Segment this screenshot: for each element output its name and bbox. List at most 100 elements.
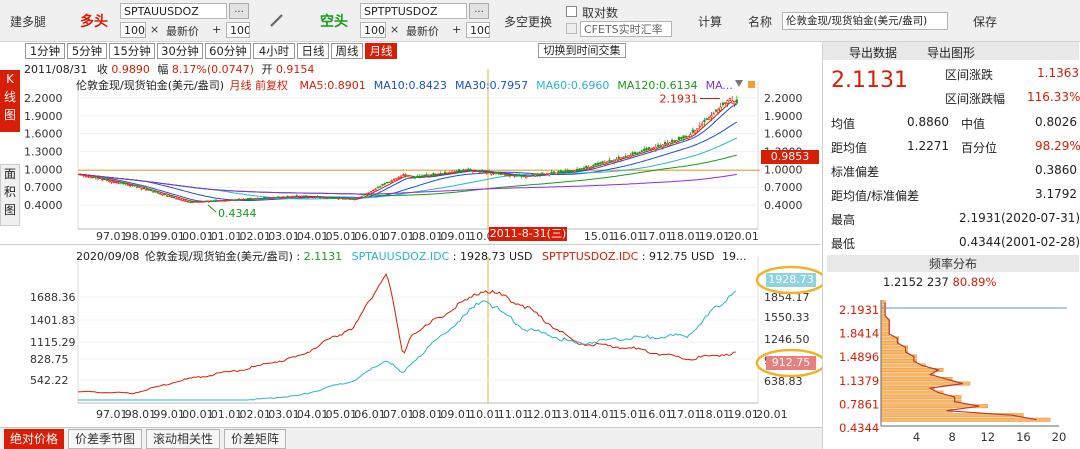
candle-body-5 [87, 175, 90, 178]
lower-ytick-left-3: 1115.29 [30, 336, 76, 349]
candle-body-36 [159, 193, 162, 195]
timeframe-5[interactable]: 60分钟 [205, 43, 251, 59]
bottom-tab-4[interactable]: 价差矩阵 [224, 429, 286, 449]
swap-long-short-button[interactable]: 多空更换 [504, 15, 553, 29]
candle-body-74 [247, 198, 250, 200]
candle-body-173 [476, 170, 479, 172]
candle-body-236 [622, 156, 625, 159]
timeframe-7[interactable]: 日线 [297, 43, 329, 59]
candle-body-276 [714, 109, 718, 112]
candle-body-270 [700, 123, 704, 126]
area-chart-tab[interactable]: 面 积 图 [0, 164, 20, 226]
calc-button[interactable]: 计算 [698, 15, 723, 29]
candle-body-252 [659, 145, 662, 147]
candle-body-35 [156, 192, 160, 194]
candle-body-62 [219, 200, 222, 202]
upper-xtick-21: 18.01 [670, 230, 702, 243]
long-symbol-input[interactable]: SPTAUUSDOZ [120, 3, 227, 19]
candle-body-258 [673, 140, 676, 142]
name-input[interactable]: 伦敦金现/现货铂金(美元/盎司) [782, 12, 948, 30]
freq-xtick-1: 4 [913, 430, 920, 444]
gold-series-name: SPTAUUSDOZ.IDC [351, 250, 450, 263]
export-chart-button[interactable]: 导出图形 [927, 46, 976, 60]
candle-body-97 [300, 195, 303, 198]
save-button[interactable]: 保存 [973, 15, 998, 29]
platinum-price-line [77, 273, 736, 395]
bottom-tab-3[interactable]: 滚动相关性 [146, 429, 220, 449]
upper-axis-ticks: 2.2000 2.2000 1.9000 1.9000 1.6000 1.6000 1.30… [24, 92, 803, 243]
legend-toggle-icons[interactable] [735, 79, 757, 89]
bottom-tab-bar: 绝对价格 价差季节图 滚动相关性 价差矩阵 [0, 427, 822, 449]
candle-body-12 [103, 178, 106, 180]
bottom-tab-1[interactable]: 绝对价格 [4, 429, 64, 449]
kline-chart-tab[interactable]: K 线 图 [0, 70, 20, 132]
candle-body-118 [348, 198, 352, 200]
source-checkbox[interactable] [566, 23, 577, 34]
candle-body-284 [733, 102, 736, 105]
chart-divider [0, 244, 820, 245]
timeframe-1[interactable]: 1分钟 [25, 43, 65, 59]
candle-body-168 [464, 169, 468, 172]
candle-body-283 [731, 100, 734, 104]
freq-ytick-1: 2.1931 [839, 303, 879, 317]
candle-body-261 [680, 137, 683, 140]
bottom-tab-2[interactable]: 价差季节图 [68, 429, 142, 449]
candle-body-138 [395, 178, 398, 180]
candle-body-267 [694, 130, 697, 134]
candle-body-16 [112, 181, 116, 183]
short-extra-input[interactable]: 100 [466, 22, 490, 38]
long-symbol-more-button[interactable]: ... [229, 3, 249, 19]
upper-xtick-8: 04.01 [297, 230, 329, 243]
timeframe-4[interactable]: 30分钟 [157, 43, 203, 59]
candle-body-146 [413, 177, 417, 179]
switch-time-intersection-button[interactable]: 切换到时间交集 [538, 43, 626, 58]
candle-body-206 [552, 171, 556, 174]
moving-average-lines [79, 100, 738, 203]
short-symbol-input[interactable]: SPTPTUSDOZ [360, 3, 467, 19]
candle-body-43 [175, 197, 178, 200]
frequency-distribution-chart[interactable]: 2.1931 1.8414 1.4896 1.1379 0.7861 0.4344 4 8 12… [823, 292, 1079, 449]
timeframe-8[interactable]: 周线 [331, 43, 363, 59]
candle-body-88 [279, 196, 282, 199]
upper-ytick-right-7: 0.4000 [764, 199, 803, 212]
lower-title-value: 2.1131 [303, 250, 343, 263]
candle-body-107 [323, 197, 326, 199]
short-qty-input[interactable]: 100 [360, 22, 386, 38]
ratio-kline-chart[interactable]: 2.2000 2.2000 1.9000 1.9000 1.6000 1.6000 1.30… [20, 59, 820, 245]
candle-body-108 [325, 197, 329, 199]
candle-body-225 [596, 162, 600, 165]
rate-source-select[interactable]: CFETS实时汇率 [580, 21, 672, 37]
timeframe-6[interactable]: 4小时 [253, 43, 295, 59]
candle-body-27 [138, 185, 141, 188]
timeframe-2[interactable]: 5分钟 [67, 43, 107, 59]
candle-body-167 [462, 169, 465, 171]
candle-body-199 [536, 174, 539, 176]
long-qty-input[interactable]: 100 [120, 22, 146, 38]
upper-ytick-right-5: 1.0000 [764, 163, 803, 176]
candle-body-193 [522, 175, 525, 177]
price-comparison-chart[interactable]: 1688.36 1401.83 1115.29 828.75 542.22 1854.17… [20, 245, 820, 427]
timeframe-9[interactable]: 月线 [365, 43, 397, 59]
timeframe-3[interactable]: 15分钟 [109, 43, 155, 59]
candle-body-229 [606, 161, 609, 164]
candle-body-273 [707, 117, 711, 120]
candle-body-278 [719, 106, 722, 111]
build-multileg-label[interactable]: 建多腿 [10, 15, 47, 29]
pencil-icon[interactable] [268, 11, 286, 29]
long-extra-input[interactable]: 100 [226, 22, 250, 38]
candle-body-39 [166, 195, 169, 197]
log-checkbox[interactable] [566, 6, 577, 17]
short-symbol-more-button[interactable]: ... [469, 3, 489, 19]
adjust-mode[interactable]: 月线 前复权 [229, 79, 289, 92]
candle-body-80 [260, 197, 264, 200]
candle-body-268 [696, 127, 699, 131]
candle-body-78 [256, 198, 259, 200]
dist-mean-label: 距均值 [831, 141, 868, 155]
range-pct-label: 区间涨跌幅 [945, 92, 1006, 106]
candle-body-103 [314, 196, 317, 199]
candle-body-239 [629, 154, 632, 158]
range-pct-value: 116.33% [1027, 90, 1080, 104]
candle-body-207 [555, 172, 558, 175]
candle-body-20 [122, 181, 125, 184]
export-data-button[interactable]: 导出数据 [849, 46, 898, 60]
